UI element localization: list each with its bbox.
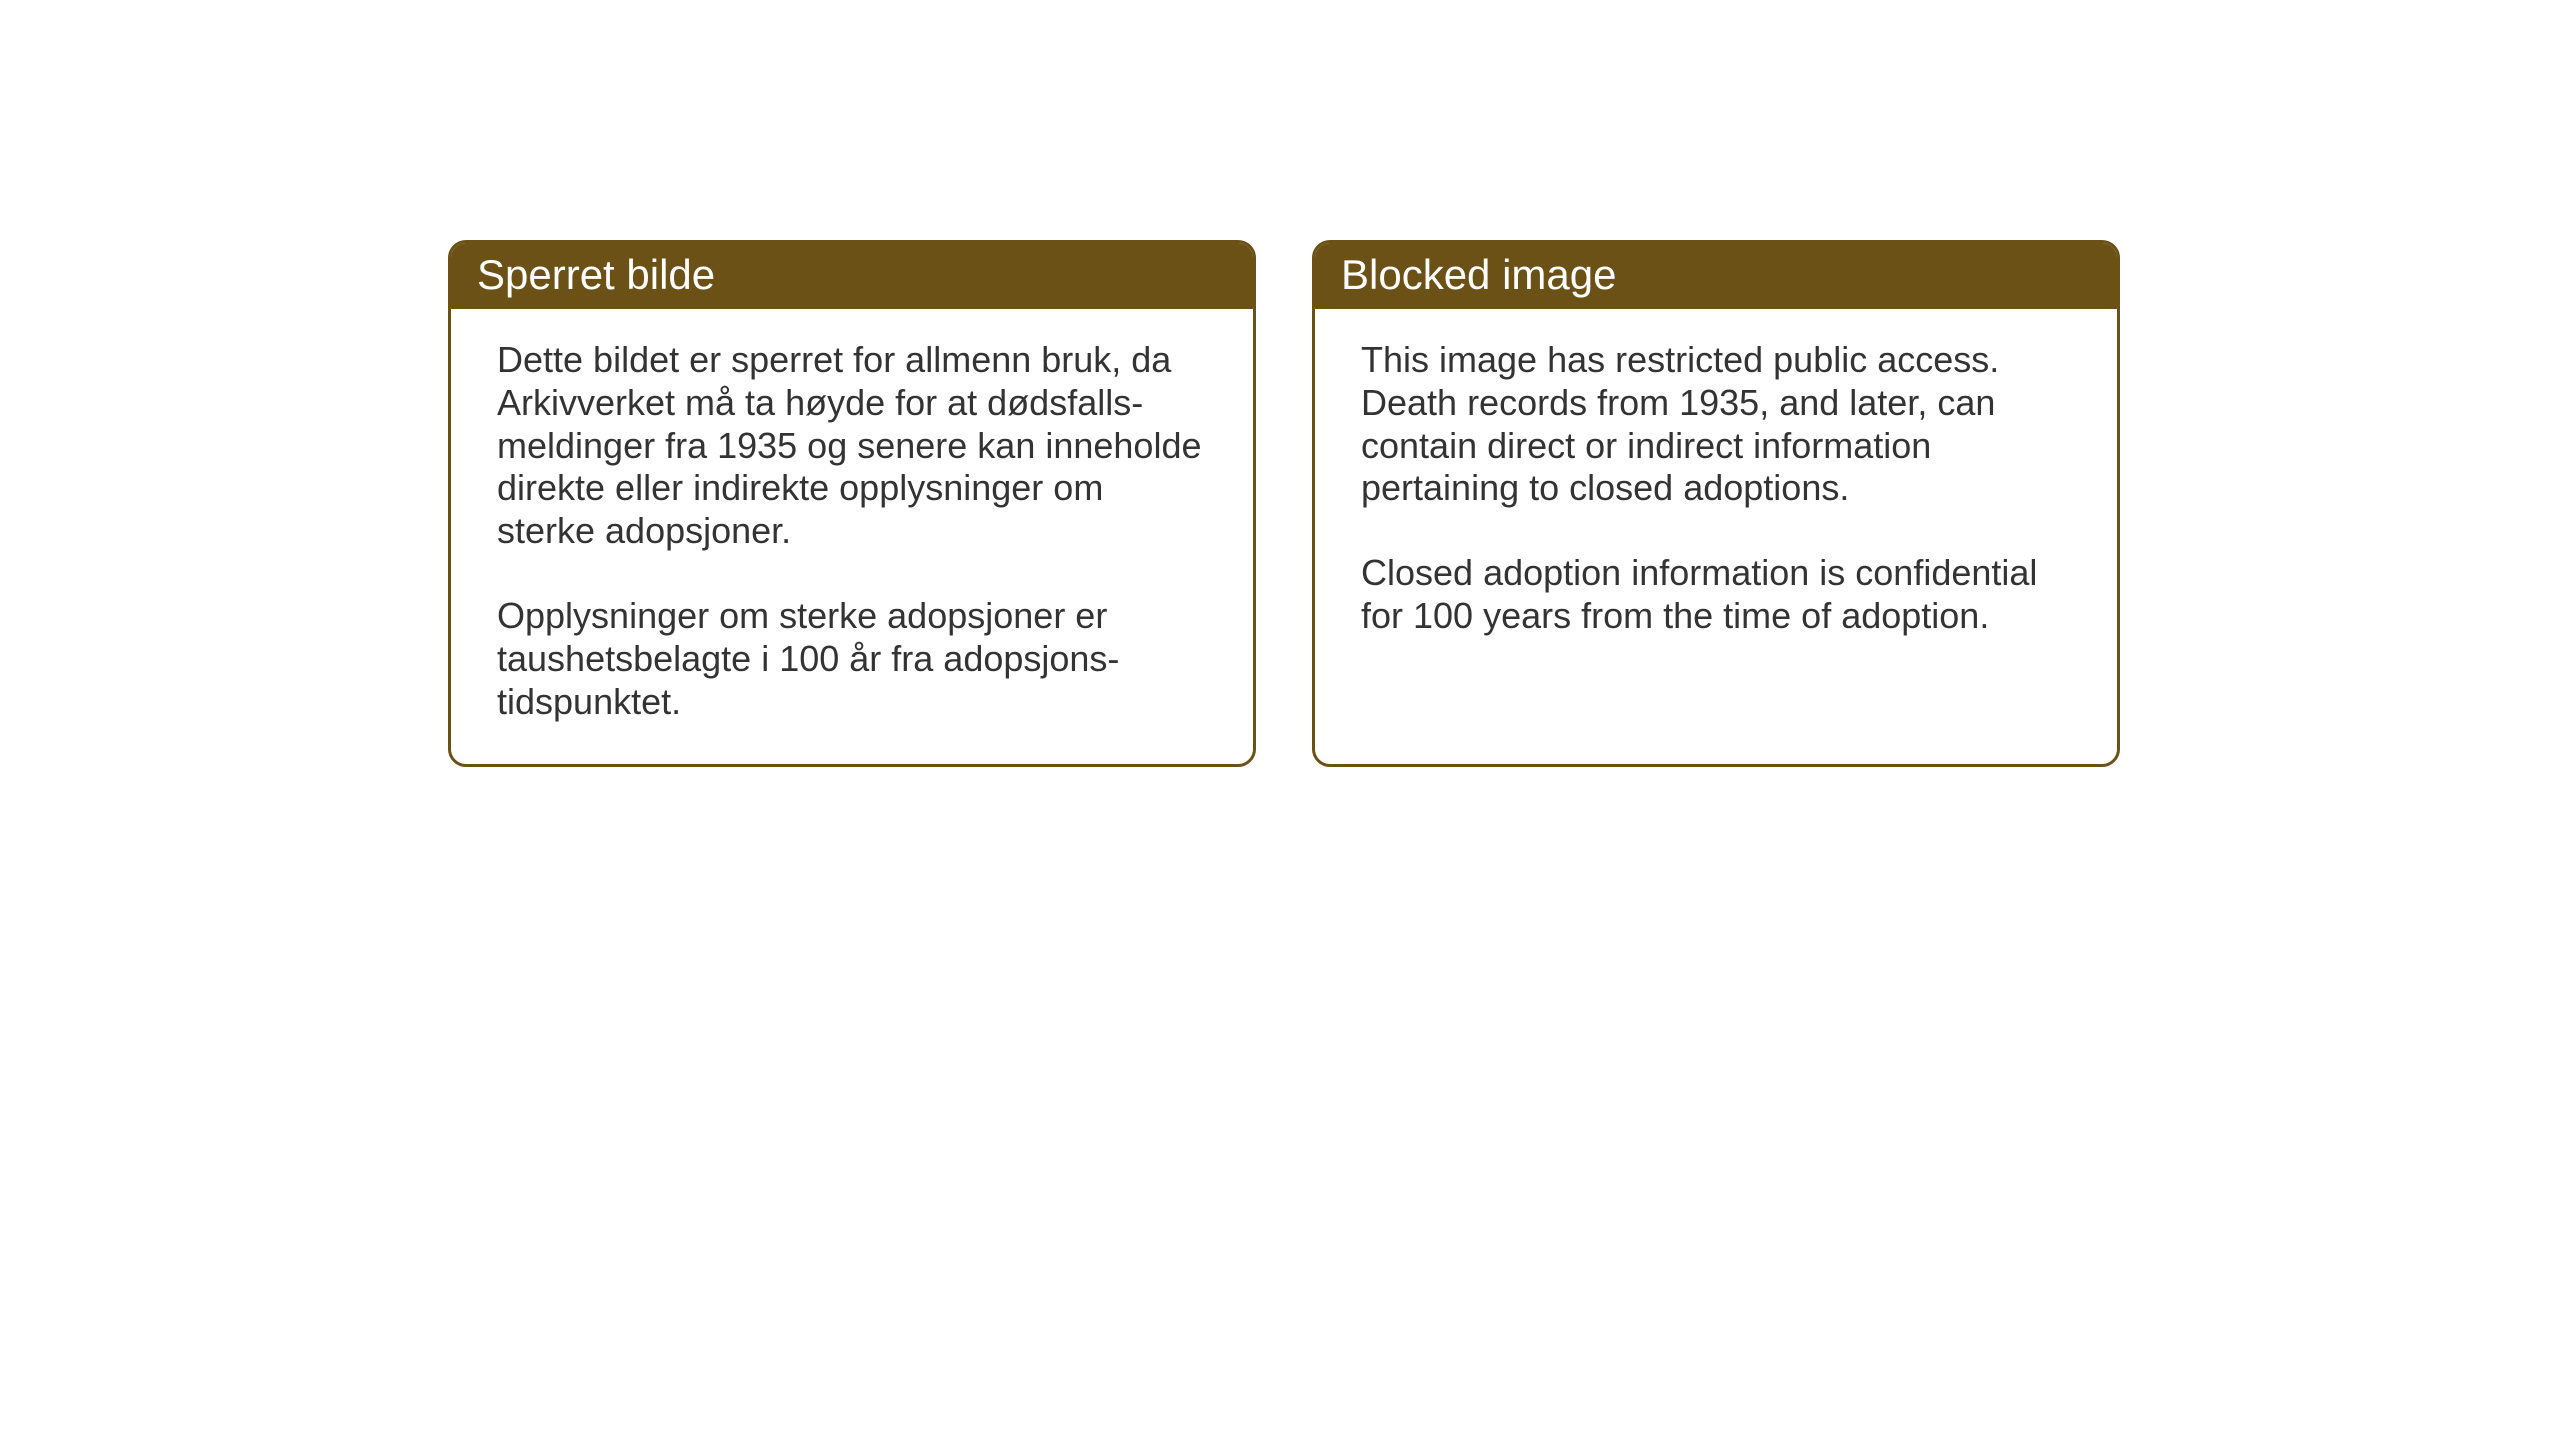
notice-card-english: Blocked image This image has restricted …	[1312, 240, 2120, 767]
card-header-norwegian: Sperret bilde	[451, 243, 1253, 309]
card-paragraph: Closed adoption information is confident…	[1361, 552, 2071, 638]
card-header-english: Blocked image	[1315, 243, 2117, 309]
card-paragraph: Opplysninger om sterke adopsjoner er tau…	[497, 595, 1207, 723]
card-paragraph: Dette bildet er sperret for allmenn bruk…	[497, 339, 1207, 553]
card-paragraph: This image has restricted public access.…	[1361, 339, 2071, 510]
notice-card-norwegian: Sperret bilde Dette bildet er sperret fo…	[448, 240, 1256, 767]
card-body-norwegian: Dette bildet er sperret for allmenn bruk…	[451, 309, 1253, 764]
notice-container: Sperret bilde Dette bildet er sperret fo…	[448, 240, 2120, 767]
card-body-english: This image has restricted public access.…	[1315, 309, 2117, 678]
